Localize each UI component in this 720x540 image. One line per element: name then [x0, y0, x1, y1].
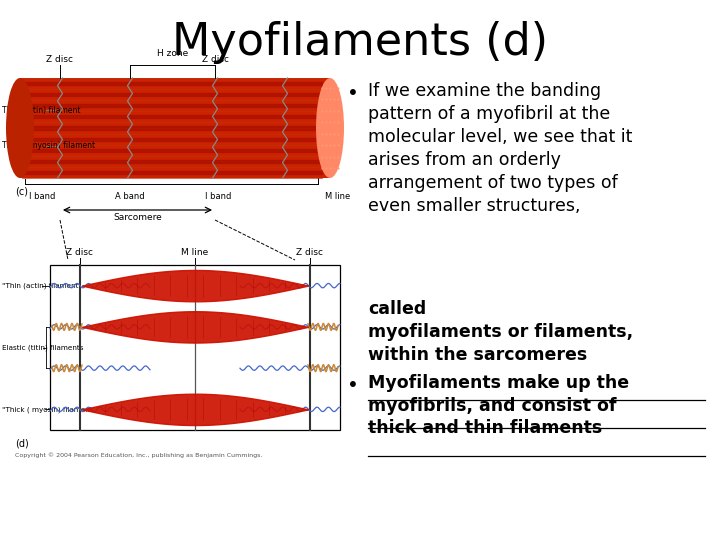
Text: •: • — [348, 84, 359, 103]
Text: Thin (actin) filament: Thin (actin) filament — [2, 105, 81, 114]
Text: Myofilaments make up the
myofibrils, and consist of
thick and thin filaments: Myofilaments make up the myofibrils, and… — [369, 374, 629, 437]
Text: "Thin (actin) filament: "Thin (actin) filament — [2, 282, 78, 289]
Text: Z disc: Z disc — [202, 55, 228, 64]
Polygon shape — [50, 265, 340, 430]
Text: called
myofilaments or filaments,
within the sarcomeres: called myofilaments or filaments, within… — [369, 300, 634, 364]
Text: I band: I band — [29, 192, 55, 201]
Text: (d): (d) — [15, 438, 29, 448]
Text: Elastic (titin) filaments: Elastic (titin) filaments — [2, 345, 84, 351]
Text: I band: I band — [204, 192, 231, 201]
Text: Z disc: Z disc — [297, 248, 323, 257]
Ellipse shape — [316, 78, 344, 178]
Text: Sarcomere: Sarcomere — [113, 213, 162, 222]
Text: Myofilaments (d): Myofilaments (d) — [172, 21, 548, 64]
Polygon shape — [20, 78, 330, 178]
Text: M line: M line — [325, 192, 350, 201]
Text: (c): (c) — [15, 186, 28, 196]
Text: "Thick ( myosin) filament: "Thick ( myosin) filament — [2, 406, 93, 413]
Text: Z disc: Z disc — [66, 248, 94, 257]
Text: M line: M line — [181, 248, 209, 257]
Text: Copyright © 2004 Pearson Education, Inc., publishing as Benjamin Cummings.: Copyright © 2004 Pearson Education, Inc.… — [15, 452, 262, 457]
Text: Thick ( myosin) filament: Thick ( myosin) filament — [2, 141, 95, 151]
Text: A band: A band — [115, 192, 145, 201]
Text: Z disc: Z disc — [47, 55, 73, 64]
Text: •: • — [348, 376, 359, 395]
Ellipse shape — [6, 78, 34, 178]
Text: If we examine the banding
pattern of a myofibril at the
molecular level, we see : If we examine the banding pattern of a m… — [369, 82, 633, 214]
Text: H zone: H zone — [157, 49, 188, 58]
